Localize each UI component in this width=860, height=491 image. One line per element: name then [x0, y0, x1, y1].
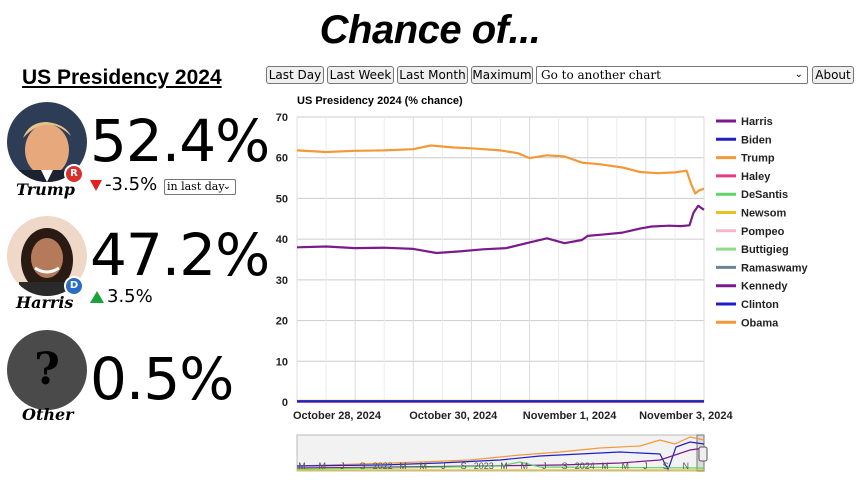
legend-label-newsom: Newsom [741, 208, 786, 220]
navigator-label: J [542, 461, 547, 471]
x-tick-label: November 1, 2024 [523, 410, 617, 422]
democrat-badge: D [64, 276, 84, 296]
chart-navigator: M M J S 2022 M M J S 2023 M M J S 2024 M M J S N [296, 434, 708, 472]
y-tick-label: 60 [276, 153, 288, 165]
harris-percentage: 47.2% [90, 221, 270, 289]
chart-grid [296, 116, 705, 403]
x-tick-label: October 30, 2024 [409, 410, 498, 422]
harris-change: 3.5% [90, 287, 153, 307]
x-tick-label: October 28, 2024 [293, 410, 382, 422]
period-select-value: in last day [167, 180, 225, 193]
y-tick-label: 20 [276, 316, 288, 328]
trump-percentage: 52.4% [90, 107, 270, 175]
legend-label-harris: Harris [741, 116, 773, 128]
navigator-label: M [621, 461, 629, 471]
other-percentage: 0.5% [90, 345, 234, 413]
y-tick-label: 40 [276, 234, 288, 246]
period-select[interactable]: in last day ⌄ [164, 179, 236, 195]
navigator-label: S [562, 461, 568, 471]
site-title: Chance of... [319, 8, 541, 52]
y-tick-label: 70 [276, 112, 288, 124]
question-mark-icon: ? [34, 344, 60, 395]
navigator-label: S [360, 461, 366, 471]
up-arrow-icon [90, 291, 104, 303]
trump-name: Trump [16, 180, 75, 199]
legend-label-pompeo: Pompeo [741, 226, 785, 238]
navigator-label: M [500, 461, 508, 471]
y-tick-label: 30 [276, 275, 288, 287]
maximum-button[interactable]: Maximum [471, 66, 533, 84]
y-tick-label: 50 [276, 193, 288, 205]
navigator-label: J [441, 461, 446, 471]
last-day-button[interactable]: Last Day [266, 66, 324, 84]
legend-label-biden: Biden [741, 134, 772, 146]
navigator-label: M [419, 461, 427, 471]
last-month-button[interactable]: Last Month [397, 66, 468, 84]
legend-label-trump: Trump [741, 153, 775, 165]
navigator-series-line [296, 436, 705, 467]
page-title: US Presidency 2024 [22, 66, 222, 89]
navigator-label: 2022 [373, 461, 393, 471]
x-tick-label: November 3, 2024 [639, 410, 733, 422]
trump-change-value: -3.5% [105, 174, 158, 195]
navigator-label: M [318, 461, 326, 471]
harris-change-value: 3.5% [107, 286, 153, 307]
chevron-down-icon: ⌄ [222, 181, 231, 192]
navigator-label: N [683, 461, 690, 471]
legend-label-buttigieg: Buttigieg [741, 244, 789, 256]
harris-name: Harris [16, 293, 74, 312]
republican-badge: R [64, 164, 84, 184]
navigator-label: M [520, 461, 528, 471]
navigator-label: S [663, 461, 669, 471]
navigator-label: 2024 [575, 461, 595, 471]
navigator-label: M [601, 461, 609, 471]
series-line-harris [296, 204, 705, 255]
legend-label-obama: Obama [741, 317, 779, 329]
navigator-label: M [298, 461, 306, 471]
trump-change: -3.5% [90, 175, 157, 195]
down-arrow-icon [90, 179, 102, 191]
chart-legend: Harris Biden Trump Haley DeSantis Newsom Pompe… [716, 116, 809, 329]
navigator-label: J [340, 461, 345, 471]
navigator-series-line [296, 461, 705, 470]
navigator-label: J [643, 461, 648, 471]
navigator-series-line [296, 447, 705, 469]
chart-series-lines [296, 144, 705, 403]
legend-label-ramaswamy: Ramaswamy [741, 262, 809, 274]
legend-label-desantis: DeSantis [741, 189, 788, 201]
chart-title: US Presidency 2024 (% chance) [297, 95, 463, 107]
other-name: Other [22, 405, 74, 424]
trump-avatar [7, 102, 87, 182]
goto-chart-value: Go to another chart [541, 68, 661, 82]
y-tick-label: 0 [282, 397, 288, 409]
other-avatar: ? [7, 330, 87, 410]
legend-label-kennedy: Kennedy [741, 281, 788, 293]
navigator-label: M [399, 461, 407, 471]
chevron-down-icon: ⌄ [794, 69, 803, 80]
series-line-trump [296, 144, 705, 195]
legend-label-clinton: Clinton [741, 299, 779, 311]
navigator-series-line [296, 441, 705, 472]
legend-label-haley: Haley [741, 171, 771, 183]
chart-axes: US Presidency 2024 (% chance) 0 10 20 30 40 50… [276, 95, 734, 422]
navigator-label: S [461, 461, 467, 471]
about-button[interactable]: About [812, 66, 854, 84]
y-tick-label: 10 [276, 356, 288, 368]
navigator-label: 2023 [474, 461, 494, 471]
goto-chart-select[interactable]: Go to another chart ⌄ [536, 66, 808, 84]
last-week-button[interactable]: Last Week [327, 66, 394, 84]
navigator-handle [698, 446, 708, 462]
